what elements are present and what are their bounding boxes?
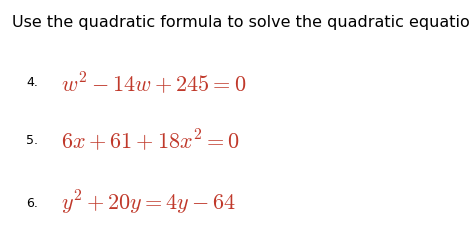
Text: 5.: 5. [26, 134, 38, 146]
Text: 6.: 6. [26, 196, 38, 209]
Text: Use the quadratic formula to solve the quadratic equation: Use the quadratic formula to solve the q… [12, 15, 471, 30]
Text: $y^2 + 20y = 4y - 64$: $y^2 + 20y = 4y - 64$ [61, 188, 236, 216]
Text: 4.: 4. [26, 76, 38, 89]
Text: $w^2 - 14w + 245 = 0$: $w^2 - 14w + 245 = 0$ [61, 70, 247, 95]
Text: $6x + 61 + 18x^2 = 0$: $6x + 61 + 18x^2 = 0$ [61, 127, 240, 153]
